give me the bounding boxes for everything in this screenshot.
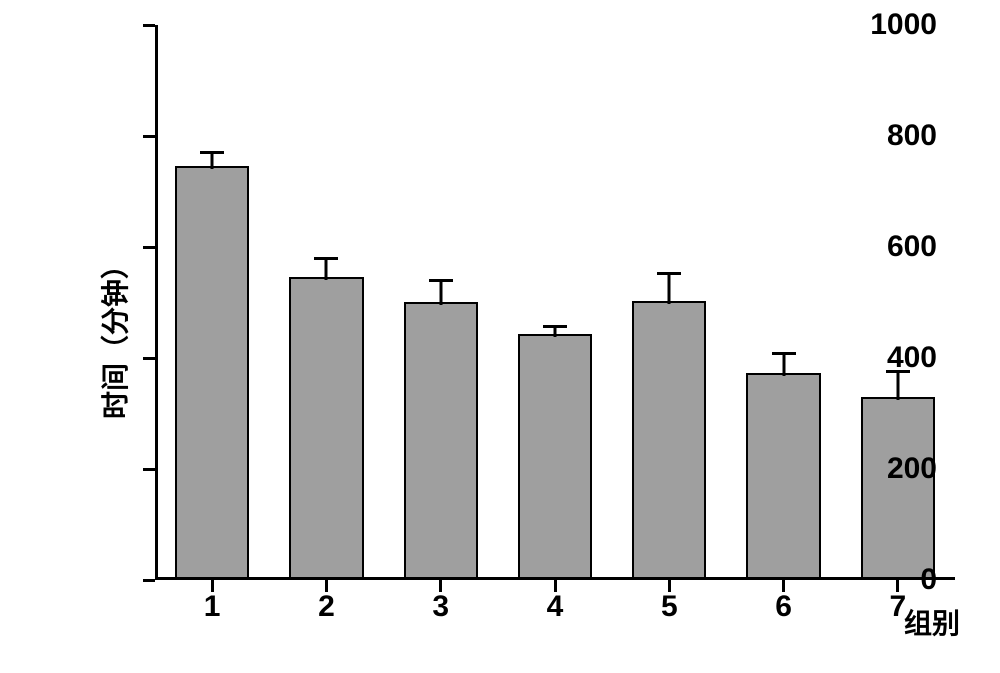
y-tick-label: 600 (887, 230, 937, 264)
y-tick (143, 579, 155, 582)
bar (404, 302, 478, 577)
y-tick-label: 800 (887, 119, 937, 153)
bar (746, 373, 820, 577)
bar (289, 277, 363, 577)
y-tick-label: 1000 (870, 8, 937, 42)
y-tick-label: 200 (887, 452, 937, 486)
error-bar (668, 273, 671, 304)
bar (175, 166, 249, 577)
y-tick (143, 357, 155, 360)
error-bar (439, 280, 442, 305)
error-bar-cap (200, 151, 224, 154)
error-bar-cap (429, 279, 453, 282)
x-tick-label: 5 (661, 590, 678, 624)
error-bar (782, 354, 785, 376)
y-tick (143, 246, 155, 249)
error-bar-cap (543, 325, 567, 328)
plot-area: 02004006008001000 1234567 (155, 25, 955, 580)
error-bar (554, 327, 557, 337)
y-axis-label: 时间（分钟） (94, 251, 134, 419)
y-tick-label: 400 (887, 341, 937, 375)
bar (632, 301, 706, 577)
bar (861, 397, 935, 577)
y-tick (143, 135, 155, 138)
x-axis-label: 组别 (904, 602, 960, 642)
y-tick (143, 24, 155, 27)
chart-container: 时间（分钟） 02004006008001000 1234567 组别 (40, 10, 980, 660)
y-axis (155, 25, 158, 580)
error-bar-cap (657, 272, 681, 275)
error-bar-cap (314, 257, 338, 260)
error-bar (211, 153, 214, 170)
x-tick-label: 1 (204, 590, 221, 624)
error-bar-cap (772, 352, 796, 355)
y-tick (143, 468, 155, 471)
error-bar (325, 258, 328, 280)
x-tick-label: 3 (432, 590, 449, 624)
y-tick-label: 0 (920, 563, 937, 597)
x-tick-label: 6 (775, 590, 792, 624)
x-tick-label: 2 (318, 590, 335, 624)
x-tick-label: 4 (547, 590, 564, 624)
bar (518, 334, 592, 577)
error-bar (896, 372, 899, 400)
